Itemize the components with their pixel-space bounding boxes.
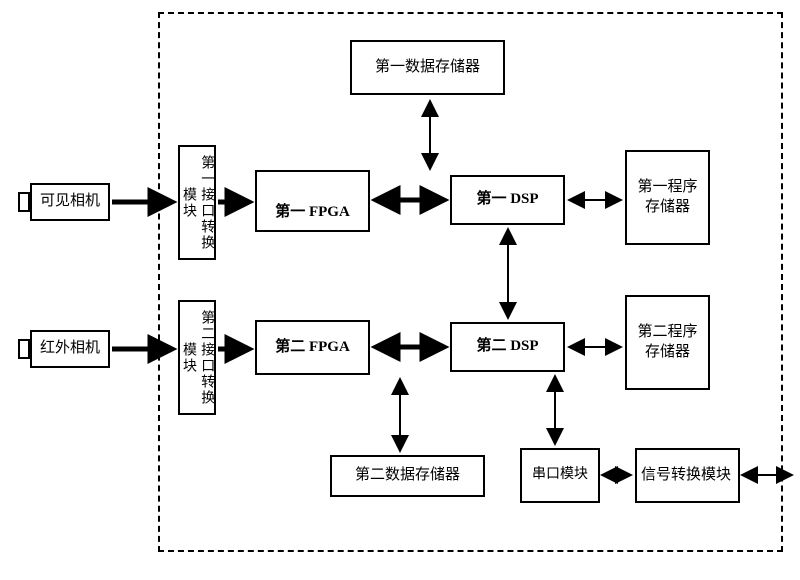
camera-lens-2	[18, 339, 30, 359]
dsp2-label: 第二 DSP	[476, 337, 538, 357]
signal-conv-label: 信号转换模块	[641, 466, 731, 486]
ir-camera: 红外相机	[30, 330, 110, 368]
iface1-label: 第一接口转换模块	[179, 147, 215, 258]
program-store-1: 第一程序存储器	[625, 150, 710, 245]
interface-converter-2: 第二接口转换模块	[178, 300, 216, 415]
camera-lens-1	[18, 192, 30, 212]
ir-camera-label: 红外相机	[40, 339, 100, 359]
data-store1-label: 第一数据存储器	[375, 58, 480, 78]
visible-camera: 可见相机	[30, 183, 110, 221]
fpga-2: 第二 FPGA	[255, 320, 370, 375]
prog-store1-label: 第一程序存储器	[632, 178, 703, 217]
interface-converter-1: 第一接口转换模块	[178, 145, 216, 260]
serial-label: 串口模块	[532, 466, 588, 484]
visible-camera-label: 可见相机	[40, 192, 100, 212]
fpga2-label: 第二 FPGA	[275, 338, 350, 358]
serial-module: 串口模块	[520, 448, 600, 503]
dsp-1: 第一 DSP	[450, 175, 565, 225]
fpga1-label: 第一 FPGA	[275, 203, 350, 223]
fpga-1: 第一 FPGA	[255, 170, 370, 232]
iface2-label: 第二接口转换模块	[179, 302, 215, 413]
data-store-2: 第二数据存储器	[330, 455, 485, 497]
dsp-2: 第二 DSP	[450, 322, 565, 372]
data-store2-label: 第二数据存储器	[355, 466, 460, 486]
dsp1-label: 第一 DSP	[476, 190, 538, 210]
data-store-1: 第一数据存储器	[350, 40, 505, 95]
program-store-2: 第二程序存储器	[625, 295, 710, 390]
signal-converter: 信号转换模块	[635, 448, 740, 503]
prog-store2-label: 第二程序存储器	[632, 323, 703, 362]
